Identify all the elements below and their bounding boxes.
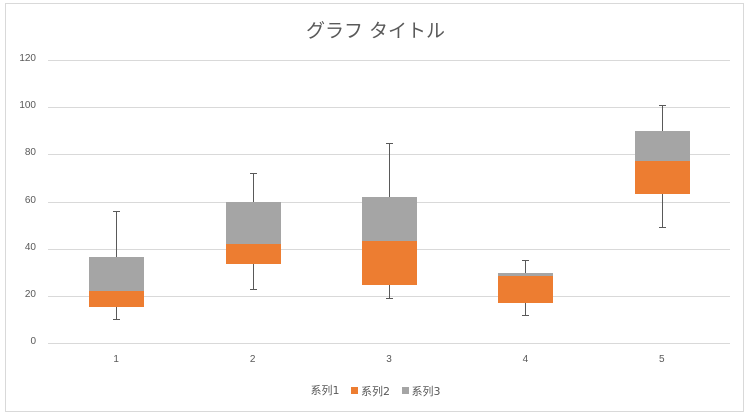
x-tick-label: 5 [659, 354, 665, 365]
gridline [48, 343, 730, 344]
y-tick-label: 20 [24, 288, 36, 300]
gridline [48, 107, 730, 109]
x-tick-label: 2 [249, 354, 256, 365]
y-tick-label: 40 [24, 241, 36, 253]
y-tick-label: 100 [19, 100, 36, 112]
error-bar-cap [113, 210, 120, 212]
error-bar-cap [386, 142, 393, 144]
legend[interactable]: 系列1 系列2 系列3 [0, 382, 751, 399]
error-bar-cap [659, 104, 666, 106]
bar-segment-series2[interactable] [89, 290, 145, 307]
error-bar-cap [250, 173, 257, 175]
y-tick-label: 0 [30, 336, 36, 347]
bar-segment-series2[interactable] [498, 275, 554, 303]
error-bar-cap [386, 298, 393, 300]
error-bar-cap [522, 260, 529, 262]
bar-segment-series2[interactable] [225, 243, 281, 264]
bar-segment-series3[interactable] [498, 272, 554, 276]
legend-label: 系列2 [361, 384, 390, 398]
error-bar-cap [659, 227, 666, 229]
legend-item-series3[interactable]: 系列3 [401, 383, 441, 399]
y-tick-label: 80 [24, 147, 36, 159]
bar-segment-series2[interactable] [634, 161, 690, 195]
x-tick-label: 1 [113, 354, 119, 365]
bar-segment-series2[interactable] [362, 240, 417, 285]
error-bar-cap [113, 319, 120, 321]
legend-item-series1[interactable]: 系列1 [311, 382, 340, 398]
chart-title[interactable]: グラフ タイトル [305, 20, 446, 42]
y-tick-label: 60 [24, 194, 36, 206]
legend-item-series2[interactable]: 系列2 [351, 383, 390, 399]
error-bar-cap [250, 288, 257, 290]
legend-label: 系列3 [411, 384, 441, 398]
legend-swatch-orange-icon [351, 387, 358, 394]
x-tick-label: 3 [386, 354, 392, 365]
legend-swatch-gray-icon [401, 387, 409, 394]
bar-segment-series3[interactable] [225, 201, 281, 244]
y-tick-label: 120 [19, 53, 36, 64]
bar-segment-series3[interactable] [89, 256, 145, 291]
legend-label: 系列1 [310, 384, 340, 397]
bar-segment-series3[interactable] [634, 130, 690, 162]
error-bar-cap [522, 314, 529, 316]
x-tick-label: 4 [522, 354, 529, 365]
gridline [48, 60, 730, 61]
bar-segment-series3[interactable] [362, 196, 417, 241]
